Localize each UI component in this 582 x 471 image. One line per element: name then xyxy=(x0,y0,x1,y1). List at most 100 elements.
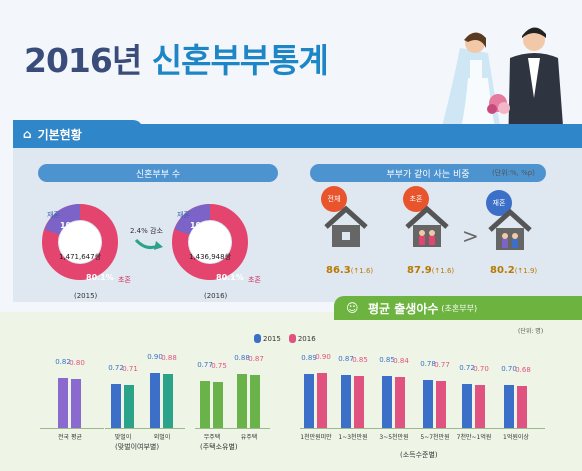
category-label: 3~5천만원 xyxy=(379,434,409,441)
bar-value-2015: 0.82 xyxy=(55,357,71,366)
bar-value-2015: 0.88 xyxy=(234,354,250,363)
category-label: 1천만원미만 xyxy=(300,434,332,441)
births-header: ☺ 평균 출생아수 (초혼부부) xyxy=(334,296,582,320)
ring-2015-remarried-label: 재혼 xyxy=(47,211,60,219)
category-label: 전국 평균 xyxy=(58,434,82,441)
axis-line xyxy=(195,428,270,429)
decrease-arrow-icon xyxy=(134,238,163,250)
ring-2016-remarried-pct: 19.8% xyxy=(190,221,218,230)
bar-value-2015: 0.70 xyxy=(501,365,517,374)
bar-value-2016: 0.68 xyxy=(515,366,531,375)
category-label: 7천만~1억원 xyxy=(456,434,492,441)
bar-2015 xyxy=(58,377,68,428)
bar-2015 xyxy=(200,380,210,428)
page-title: 2016년 신혼부부통계 xyxy=(24,34,329,82)
house-icon-total xyxy=(324,205,368,247)
bar-2016 xyxy=(163,374,173,428)
ring-2016-first-pct: 80.1% xyxy=(216,273,244,282)
bar-value-2016: 0.71 xyxy=(122,364,138,373)
bar-value-2015: 0.89 xyxy=(301,353,317,362)
category-label: 5~7천만원 xyxy=(420,434,450,441)
births-header-label: 평균 출생아수 xyxy=(368,301,439,316)
bar-2015 xyxy=(382,376,392,428)
legend-2015-label: 2015 xyxy=(263,334,281,343)
bar-2016 xyxy=(124,384,134,428)
ring-2015 xyxy=(42,204,118,280)
bar-2015 xyxy=(462,384,472,428)
family-icon: ☺ xyxy=(346,301,359,315)
bar-2016 xyxy=(475,385,485,428)
ring-2016-count: 1,436,948쌍 xyxy=(188,253,232,261)
bar-value-2015: 0.72 xyxy=(459,364,475,372)
category-label: 외벌이 xyxy=(153,434,171,441)
category-label: 1~3천만원 xyxy=(338,434,368,441)
bar-value-2016: 0.85 xyxy=(352,356,368,365)
bar-2016 xyxy=(250,374,260,428)
births-header-sub: (초혼부부) xyxy=(441,303,478,313)
axis-line xyxy=(300,428,545,429)
title-text: 신혼부부통계 xyxy=(151,41,329,80)
bar-value-2016: 0.84 xyxy=(393,356,409,365)
bar-value-2015: 0.90 xyxy=(147,353,163,361)
basic-status-tab: ⌂ 기본현황 xyxy=(13,120,143,148)
legend-2016-label: 2016 xyxy=(297,334,316,343)
basic-status-label: 기본현황 xyxy=(37,127,82,142)
house-icon-first xyxy=(405,205,449,247)
ring-2016 xyxy=(172,204,248,280)
bar-value-2015: 0.78 xyxy=(420,360,436,369)
chevron-right-icon: > xyxy=(462,224,479,248)
house-icon: ⌂ xyxy=(23,127,32,141)
legend-2016-swatch xyxy=(288,334,296,343)
bar-value-2015: 0.87 xyxy=(338,354,354,363)
bar-value-2015: 0.85 xyxy=(379,356,395,365)
bar-2016 xyxy=(436,380,446,428)
bar-2015 xyxy=(504,385,514,428)
house-value-remarried: 80.2(↑1.9) xyxy=(490,265,538,276)
decrease-label: 2.4% 감소 xyxy=(130,227,163,235)
ring-2016-remarried-label: 재혼 xyxy=(177,211,190,219)
bar-2016 xyxy=(213,382,223,428)
bar-value-2016: 0.88 xyxy=(161,354,177,363)
bar-2016 xyxy=(71,379,81,428)
bar-value-2016: 0.70 xyxy=(473,365,489,374)
house-value-first: 87.9(↑1.6) xyxy=(407,265,455,276)
bar-value-2015: 0.77 xyxy=(197,360,213,369)
births-unit: (단위: 명) xyxy=(518,328,544,335)
legend-2015: 2015 xyxy=(254,334,281,343)
bar-2015 xyxy=(341,374,351,428)
category-label: 유주택 xyxy=(240,434,258,441)
living-together-unit: (단위:%, %p) xyxy=(492,169,535,177)
legend-2015-swatch xyxy=(254,334,261,343)
axis-line xyxy=(40,428,104,429)
house-icon-remarried xyxy=(488,208,532,250)
bar-value-2016: 0.90 xyxy=(315,353,331,361)
group-label: (주택소유별) xyxy=(200,443,238,451)
bar-2016 xyxy=(517,386,527,428)
chart-legend: 2015 2016 xyxy=(254,334,316,343)
ring-2015-count: 1,471,647쌍 xyxy=(58,253,102,261)
category-label: 무주택 xyxy=(203,434,221,441)
bar-value-2016: 0.80 xyxy=(69,359,85,368)
ring-2015-year: (2015) xyxy=(74,292,98,300)
category-label: 1억원이상 xyxy=(503,434,529,441)
bar-2015 xyxy=(304,373,314,428)
bar-value-2016: 0.87 xyxy=(248,354,264,363)
ring-2016-year: (2016) xyxy=(204,292,228,300)
group-label: (소득수준별) xyxy=(400,451,438,459)
bar-value-2016: 0.75 xyxy=(211,362,227,371)
house-label-total: 전체 xyxy=(321,186,347,212)
house-label-first: 초혼 xyxy=(403,186,429,212)
living-together-pill: 부부가 같이 사는 비중 xyxy=(310,164,546,182)
title-year: 2016년 xyxy=(24,41,142,80)
bar-2015 xyxy=(237,374,247,428)
bar-2015 xyxy=(150,373,160,428)
category-label: 맞벌이 xyxy=(114,434,132,441)
newlyweds-count-pill: 신혼부부 수 xyxy=(38,164,278,182)
bar-2015 xyxy=(423,380,433,428)
legend-2016: 2016 xyxy=(288,334,316,343)
bar-2016 xyxy=(395,376,405,428)
bar-value-2016: 0.77 xyxy=(434,360,450,369)
ring-2015-first-label: 초혼 xyxy=(118,276,131,284)
ring-2015-first-pct: 80.1% xyxy=(86,273,114,282)
ring-2016-first-label: 초혼 xyxy=(248,276,261,284)
